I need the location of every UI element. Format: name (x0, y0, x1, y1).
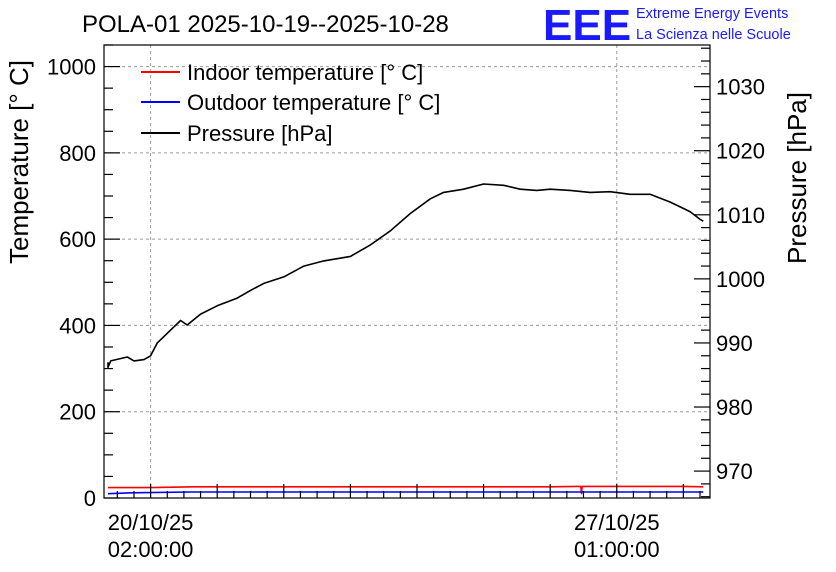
y2-tick-label: 1010 (716, 203, 765, 228)
eee-logo-mark: EEE (543, 1, 631, 50)
legend-label-pressure: Pressure [hPa] (187, 121, 333, 146)
y2-axis-label: Pressure [hPa] (782, 92, 812, 264)
legend-label-indoor: Indoor temperature [° C] (187, 60, 423, 85)
y2-tick-label: 970 (716, 459, 753, 484)
eee-logo-line2: La Scienza nelle Scuole (636, 27, 791, 43)
outdoor-temperature-line (107, 491, 704, 495)
eee-logo: EEE Extreme Energy Events La Scienza nel… (543, 1, 791, 50)
y2-tick-label: 1000 (716, 267, 765, 292)
x-tick-label-date: 20/10/25 (108, 510, 194, 535)
y-tick-label: 1000 (47, 55, 96, 80)
y2-tick-label: 1030 (716, 75, 765, 100)
y-tick-label: 600 (59, 227, 96, 252)
plot-frame (103, 44, 711, 499)
y-tick-label: 200 (59, 400, 96, 425)
y-tick-label: 0 (84, 486, 96, 511)
legend-label-outdoor: Outdoor temperature [° C] (187, 90, 440, 115)
y2-tick-label: 1020 (716, 139, 765, 164)
y2-tick-label: 980 (716, 395, 753, 420)
chart-title: POLA-01 2025-10-19--2025-10-28 (82, 11, 449, 38)
x-tick-label-time: 02:00:00 (108, 537, 194, 562)
x-tick-label-time: 01:00:00 (574, 537, 660, 562)
y-tick-label: 800 (59, 141, 96, 166)
axes: 0 200 400 600 800 1000 970 980 990 1000 1010 1020 10… (47, 44, 765, 562)
x-tick-label-date: 27/10/25 (574, 510, 660, 535)
pressure-line (107, 183, 704, 369)
indoor-temperature-line (108, 485, 704, 495)
plot-series (107, 183, 704, 495)
legend: Indoor temperature [° C] Outdoor tempera… (141, 60, 440, 146)
eee-logo-line1: Extreme Energy Events (636, 6, 788, 22)
y-axis-label: Temperature [° C] (4, 60, 34, 264)
y2-tick-label: 990 (716, 331, 753, 356)
grid (104, 45, 710, 498)
y-tick-label: 400 (59, 313, 96, 338)
